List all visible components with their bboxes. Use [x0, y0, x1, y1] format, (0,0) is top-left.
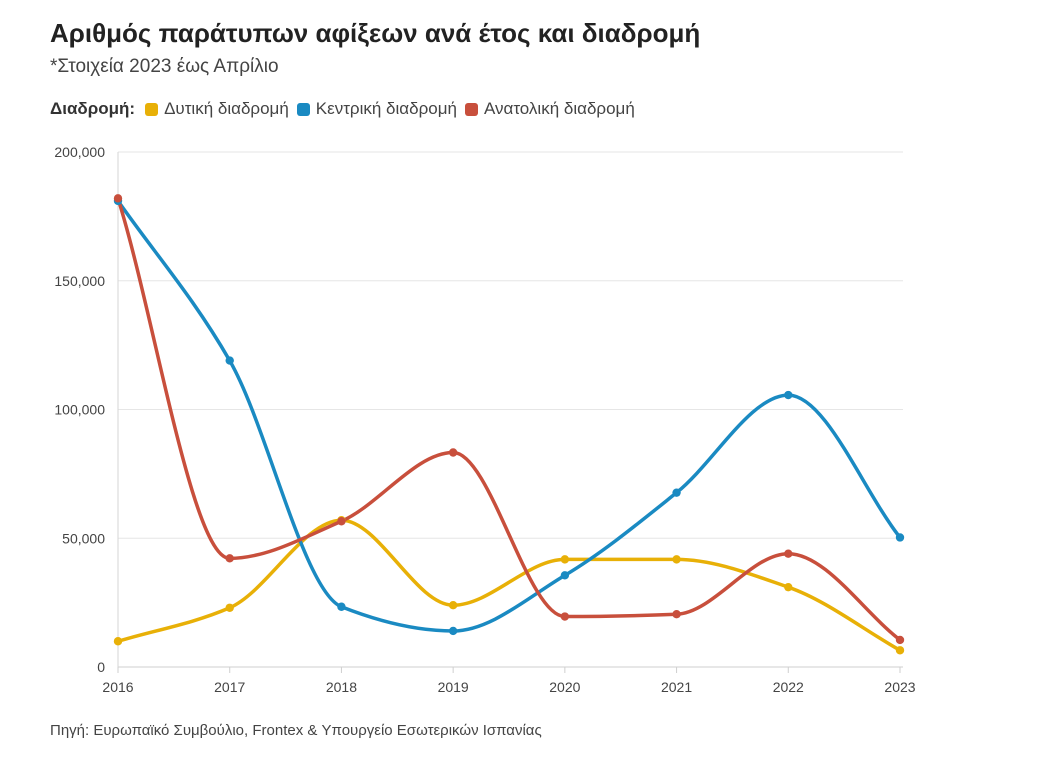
- series-line-central: [116, 199, 902, 633]
- data-point-western: [225, 603, 234, 612]
- data-point-central: [895, 533, 905, 542]
- y-tick-label: 50,000: [62, 530, 105, 546]
- x-tick-label: 2019: [438, 679, 469, 695]
- data-point-western: [113, 637, 123, 646]
- data-point-eastern: [672, 610, 681, 619]
- legend-swatch-western: [145, 102, 159, 116]
- y-tick-label: 200,000: [54, 144, 105, 160]
- data-point-central: [448, 626, 458, 636]
- data-point-central: [672, 488, 681, 497]
- data-point-eastern: [337, 517, 346, 526]
- data-point-central: [784, 390, 793, 400]
- x-tick-label: 2022: [773, 679, 804, 695]
- chart-title: Αριθμός παράτυπων αφίξεων ανά έτος και δ…: [50, 18, 701, 48]
- data-point-eastern: [225, 554, 234, 563]
- data-point-central: [560, 571, 570, 580]
- x-tick-label: 2018: [326, 679, 357, 695]
- data-point-western: [448, 601, 458, 610]
- data-point-western: [672, 555, 681, 564]
- legend-label-western: Δυτική διαδρομή: [164, 99, 289, 118]
- x-tick-label: 2023: [884, 679, 915, 695]
- legend-label-central: Κεντρική διαδρομή: [315, 99, 457, 118]
- grid-lines: [117, 151, 903, 668]
- legend-title: Διαδρομή:: [50, 99, 136, 118]
- x-tick-label: 2016: [102, 679, 133, 695]
- series-line-western: [116, 518, 902, 653]
- data-point-eastern: [448, 448, 458, 457]
- x-tick-label: 2020: [549, 679, 580, 695]
- legend-label-eastern: Ανατολική διαδρομή: [483, 99, 635, 118]
- series-lines: [116, 196, 902, 653]
- data-point-eastern: [113, 194, 123, 203]
- legend-item-eastern[interactable]: Ανατολική διαδρομή: [464, 99, 635, 119]
- data-point-western: [895, 646, 905, 655]
- legend-item-central[interactable]: Κεντρική διαδρομή: [296, 99, 457, 119]
- y-tick-label: 0: [97, 659, 105, 675]
- data-point-western: [560, 555, 570, 564]
- data-point-central: [225, 356, 234, 365]
- x-axis: 2016 2017 2018 2019 2020 2021 2022 2023: [102, 667, 916, 695]
- data-point-eastern: [784, 549, 793, 558]
- legend-item-western[interactable]: Δυτική διαδρομή: [145, 99, 289, 119]
- x-tick-label: 2017: [214, 679, 245, 695]
- series-points: [113, 194, 905, 655]
- chart-subtitle: *Στοιχεία 2023 έως Απρίλιο: [50, 56, 279, 77]
- x-tick-label: 2021: [661, 679, 692, 695]
- legend-swatch-central: [296, 102, 310, 116]
- data-point-eastern: [895, 635, 905, 645]
- y-tick-label: 150,000: [54, 273, 105, 289]
- legend-swatch-eastern: [464, 102, 478, 116]
- data-point-central: [337, 602, 346, 611]
- series-line-eastern: [116, 196, 902, 642]
- data-point-eastern: [560, 612, 570, 621]
- source-note: Πηγή: Ευρωπαϊκό Συμβούλιο, Frontex & Υπο…: [50, 722, 542, 739]
- y-tick-label: 100,000: [54, 402, 105, 418]
- data-point-western: [784, 582, 793, 592]
- y-axis: 0 50,000 100,000 150,000 200,000: [54, 144, 105, 675]
- legend: Διαδρομή: Δυτική διαδρομή Κεντρική διαδρ…: [50, 99, 643, 119]
